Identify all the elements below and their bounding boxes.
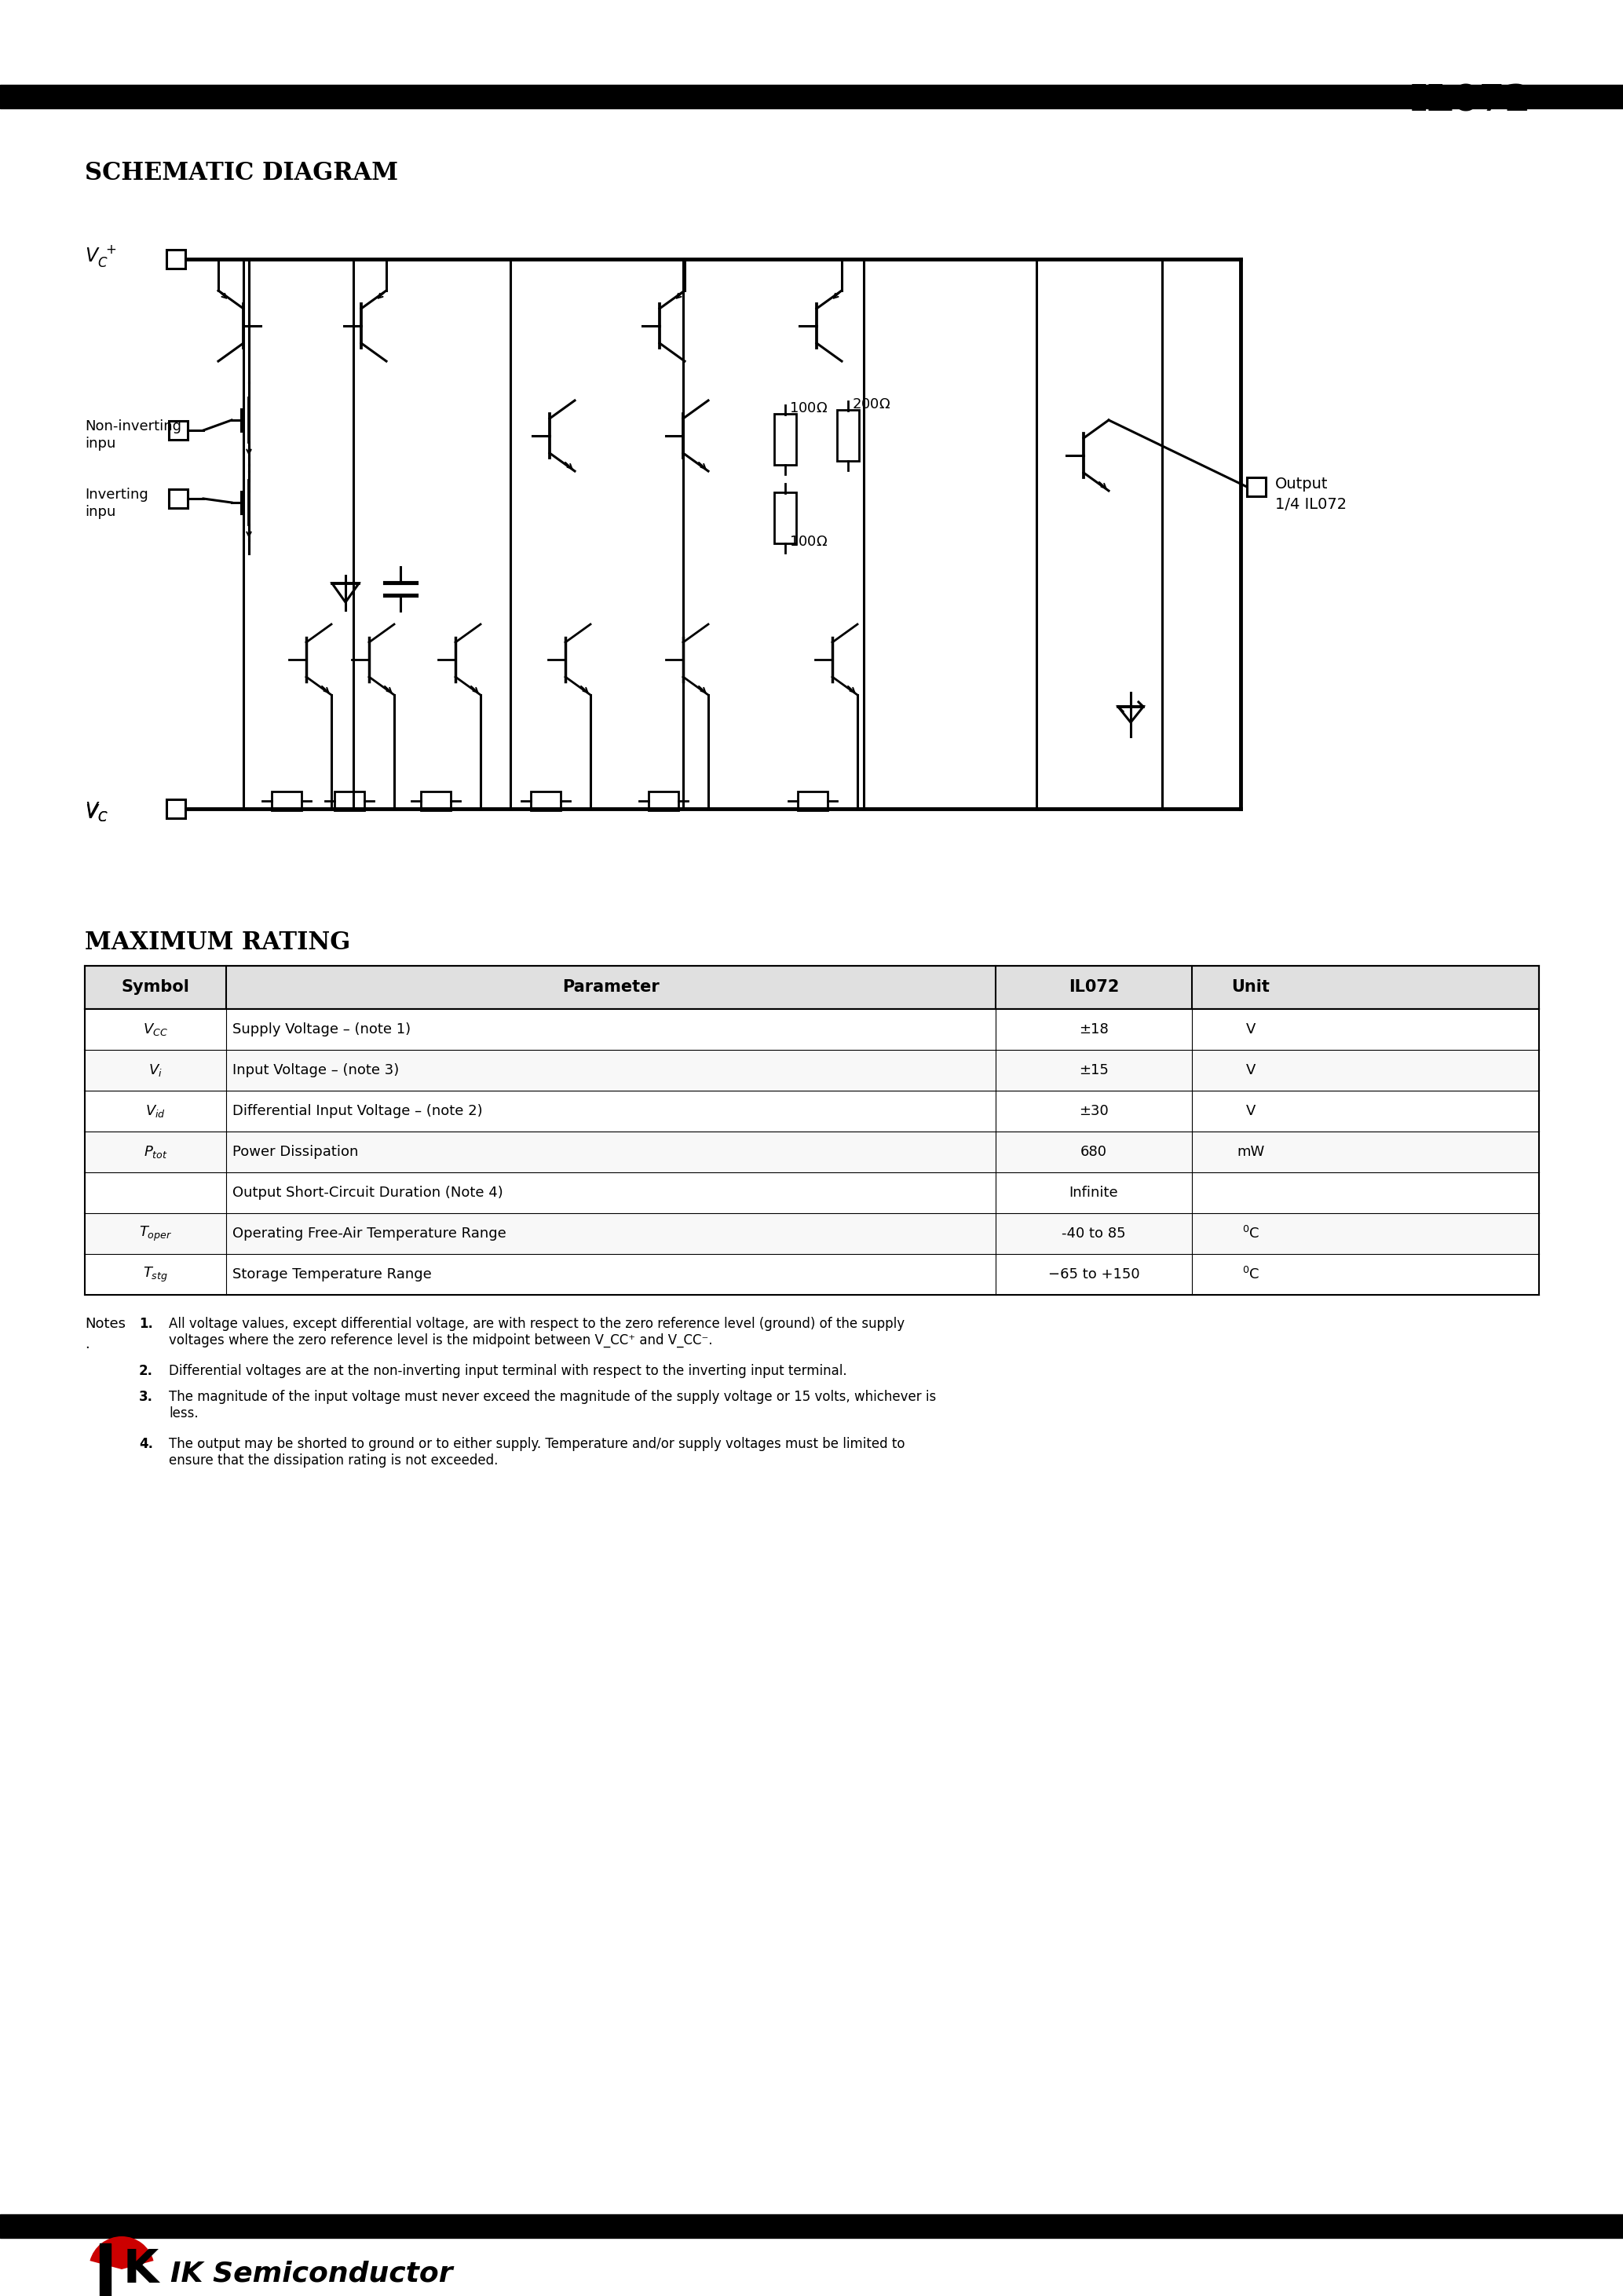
Text: Power Dissipation: Power Dissipation [232,1146,359,1159]
Text: The magnitude of the input voltage must never exceed the magnitude of the supply: The magnitude of the input voltage must … [169,1389,936,1421]
Bar [420,792,451,810]
Text: ±30: ±30 [1079,1104,1109,1118]
Text: $^0$C: $^0$C [1242,1267,1259,1281]
Text: ±18: ±18 [1079,1022,1109,1035]
Text: inpu: inpu [84,436,115,450]
Bar [84,1212,1539,1254]
Text: $T_{oper}$: $T_{oper}$ [140,1224,172,1242]
Bar [84,967,1539,1008]
Text: inpu: inpu [84,505,115,519]
Bar [169,489,188,507]
Text: Differential Input Voltage – (note 2): Differential Input Voltage – (note 2) [232,1104,482,1118]
Text: 1.: 1. [140,1318,153,1332]
Text: Operating Free-Air Temperature Range: Operating Free-Air Temperature Range [232,1226,506,1240]
Text: IL072: IL072 [1410,83,1530,119]
Bar [99,2243,110,2296]
Text: Parameter: Parameter [562,978,659,994]
Text: Output Short-Circuit Duration (Note 4): Output Short-Circuit Duration (Note 4) [232,1185,503,1201]
Text: 100$\Omega$: 100$\Omega$ [789,535,828,549]
Text: V: V [1246,1063,1256,1077]
Text: Differential voltages are at the non-inverting input terminal with respect to th: Differential voltages are at the non-inv… [169,1364,847,1378]
Text: Inverting: Inverting [84,487,148,503]
Text: 4.: 4. [140,1437,153,1451]
Bar [84,1008,1539,1049]
Text: V: V [1246,1022,1256,1035]
Text: $V_C^{\ +}$: $V_C^{\ +}$ [84,243,117,269]
Text: $V_i$: $V_i$ [148,1063,162,1079]
Text: Input Voltage – (note 3): Input Voltage – (note 3) [232,1063,399,1077]
Text: $V_C$: $V_C$ [84,804,109,824]
Text: $V_{CC}$: $V_{CC}$ [143,1022,169,1038]
Bar [0,85,1623,108]
Text: Unit: Unit [1232,978,1271,994]
Text: V: V [1246,1104,1256,1118]
Text: 100$\Omega$: 100$\Omega$ [789,402,828,416]
Bar [774,491,797,544]
Bar [649,792,678,810]
Bar [84,1254,1539,1295]
Text: Supply Voltage – (note 1): Supply Voltage – (note 1) [232,1022,411,1035]
Text: ±15: ±15 [1079,1063,1109,1077]
Text: 680: 680 [1081,1146,1107,1159]
Text: The output may be shorted to ground or to either supply. Temperature and/or supp: The output may be shorted to ground or t… [169,1437,906,1467]
Text: K: K [123,2248,159,2291]
Bar [84,1049,1539,1091]
Text: 3.: 3. [140,1389,153,1403]
Bar [334,792,364,810]
Text: SCHEMATIC DIAGRAM: SCHEMATIC DIAGRAM [84,161,398,186]
Bar [84,1091,1539,1132]
Text: IK Semiconductor: IK Semiconductor [170,2259,453,2287]
Bar [169,420,188,441]
Text: MAXIMUM RATING: MAXIMUM RATING [84,930,351,955]
Text: Storage Temperature Range: Storage Temperature Range [232,1267,432,1281]
Bar [774,413,797,464]
Bar [84,1132,1539,1173]
Text: .: . [84,1336,89,1352]
Text: $P_{tot}$: $P_{tot}$ [143,1143,167,1159]
Text: 200$\Omega$: 200$\Omega$ [852,397,891,411]
Text: $V_{id}$: $V_{id}$ [146,1104,166,1118]
Text: −65 to +150: −65 to +150 [1048,1267,1139,1281]
Bar [84,1173,1539,1212]
Text: 1/4 IL072: 1/4 IL072 [1276,496,1347,512]
Text: Symbol: Symbol [122,978,190,994]
Text: $V_C^{\ \ }$: $V_C^{\ \ }$ [84,801,109,824]
Text: mW: mW [1237,1146,1264,1159]
Text: $^0$C: $^0$C [1242,1226,1259,1242]
Text: Infinite: Infinite [1070,1185,1118,1201]
Bar [167,250,185,269]
Bar [1246,478,1266,496]
Bar [0,2213,1623,2239]
Text: Output: Output [1276,475,1328,491]
Text: $T_{stg}$: $T_{stg}$ [143,1265,169,1283]
Text: All voltage values, except differential voltage, are with respect to the zero re: All voltage values, except differential … [169,1318,904,1348]
Text: 2.: 2. [140,1364,153,1378]
Bar [799,792,828,810]
Text: Notes: Notes [84,1318,125,1332]
Wedge shape [89,2236,154,2268]
Bar [271,792,302,810]
Bar [531,792,560,810]
Bar [837,411,859,461]
Bar [167,799,185,817]
Text: -40 to 85: -40 to 85 [1061,1226,1126,1240]
Text: IL072: IL072 [1068,978,1118,994]
Text: Non-inverting: Non-inverting [84,420,182,434]
